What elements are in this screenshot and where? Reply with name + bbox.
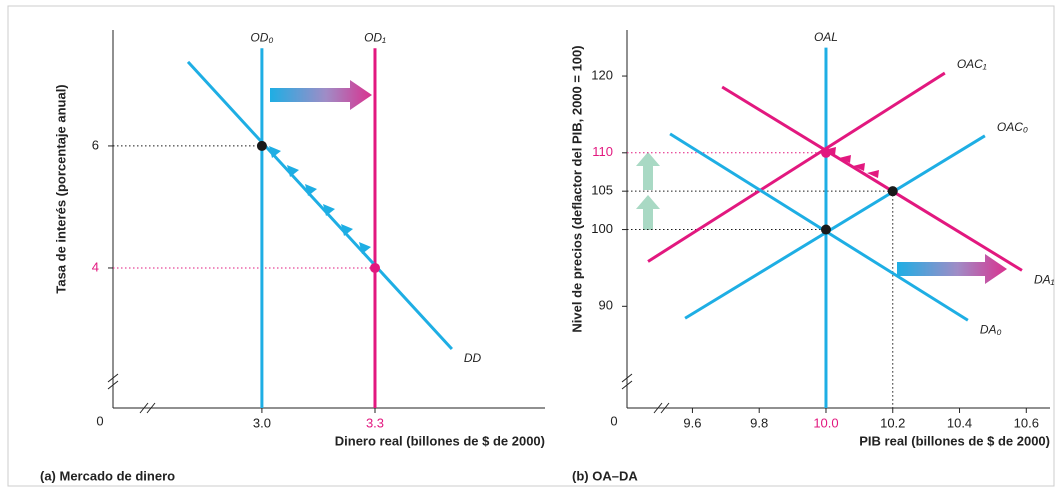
point	[887, 186, 898, 197]
series-label: OAC₁	[957, 57, 987, 71]
series-line	[647, 71, 946, 263]
y-tick-label: 90	[599, 298, 613, 313]
y-tick-label: 100	[591, 221, 613, 236]
frame	[7, 5, 1055, 487]
series-label: OD₁	[364, 30, 386, 44]
x-tick-label: 10.4	[947, 415, 972, 430]
point	[820, 224, 831, 235]
series-label: DA₀	[980, 322, 1002, 336]
x-tick-label: 10.6	[1014, 415, 1039, 430]
x-tick-label: 9.6	[683, 415, 701, 430]
y-tick-label: 105	[591, 183, 613, 198]
y-tick-label: 4	[92, 259, 99, 274]
series-label: DD	[464, 351, 482, 365]
y-tick-label: 6	[92, 137, 99, 152]
point	[256, 140, 267, 151]
point	[820, 147, 831, 158]
series-line	[669, 132, 969, 322]
series-label: OAC₀	[997, 120, 1028, 134]
chart-title: (a) Mercado de dinero	[40, 468, 175, 483]
point	[369, 262, 380, 273]
series-line	[186, 60, 453, 351]
y-tick-label: 110	[592, 144, 613, 159]
series-line	[721, 85, 1023, 272]
x-tick-label: 3.3	[366, 415, 384, 430]
chart-title: (b) OA–DA	[572, 468, 638, 483]
x-tick-label: 10.2	[880, 415, 905, 430]
series-label: DA₁	[1034, 273, 1055, 287]
y-axis-label: Tasa de interés (porcentaje anual)	[53, 84, 68, 293]
series-line	[684, 134, 986, 320]
decoration	[107, 80, 1007, 414]
origin-label: 0	[96, 413, 103, 428]
x-tick-label: 3.0	[253, 415, 271, 430]
x-tick-label: 9.8	[750, 415, 768, 430]
x-axis-label: Dinero real (billones de $ de 2000)	[335, 433, 545, 448]
origin-label: 0	[610, 413, 617, 428]
x-tick-label: 10.0	[813, 415, 838, 430]
x-axis-label: PIB real (billones de $ de 2000)	[859, 433, 1050, 448]
y-tick-label: 120	[591, 67, 613, 82]
series-label: OAL	[814, 30, 838, 44]
series-label: OD₀	[250, 30, 273, 44]
y-axis-label: Nivel de precios (deflactor del PIB, 200…	[569, 45, 584, 332]
